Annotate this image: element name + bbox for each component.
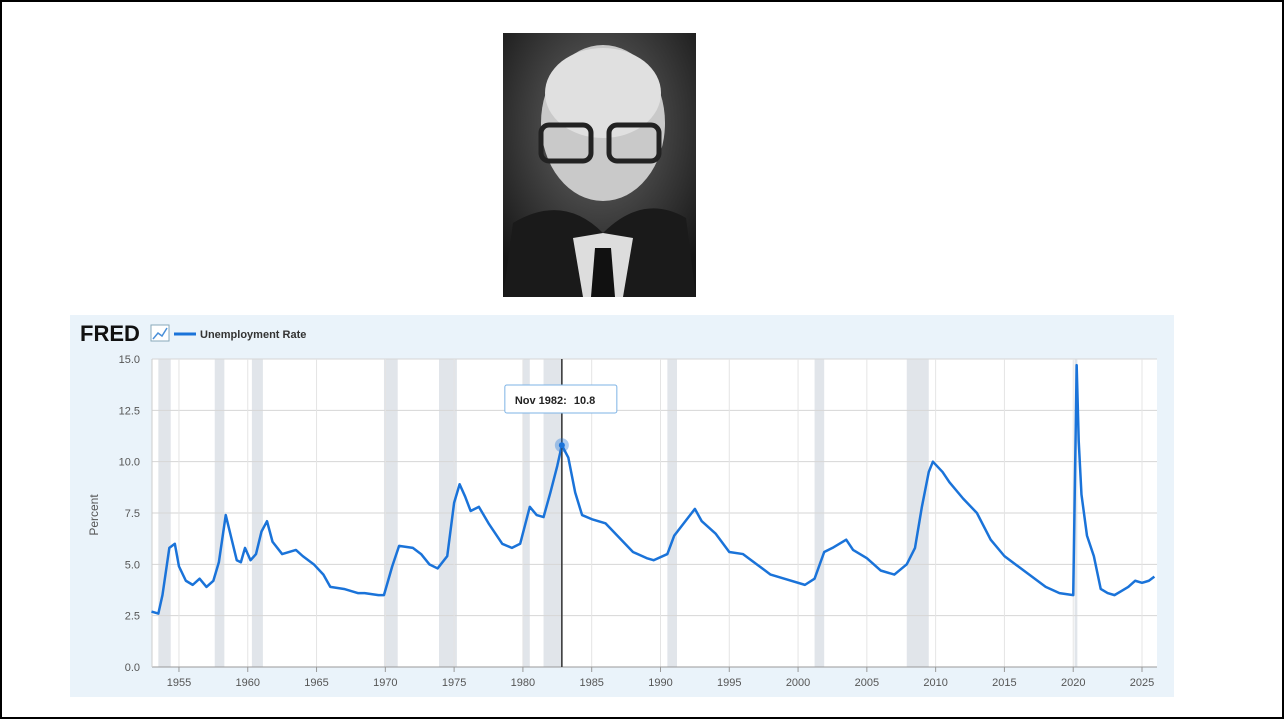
- y-axis-title: Percent: [87, 494, 101, 536]
- x-tick-label: 2025: [1130, 677, 1154, 689]
- x-tick-label: 1960: [236, 677, 260, 689]
- tooltip-box: [504, 384, 618, 414]
- legend-label: Unemployment Rate: [200, 329, 306, 341]
- x-tick-label: 2010: [923, 677, 947, 689]
- x-tick-label: 1955: [167, 677, 191, 689]
- fred-logo: FRED: [80, 321, 140, 346]
- logo-icon-line: [152, 327, 168, 340]
- y-tick-label: 7.5: [125, 508, 140, 520]
- x-tick-label: 1965: [304, 677, 328, 689]
- data-line: [151, 363, 1156, 615]
- y-tick-label: 10.0: [119, 457, 140, 469]
- x-tick-label: 1980: [511, 677, 535, 689]
- y-tick-label: 2.5: [125, 611, 140, 623]
- x-tick-label: 1970: [373, 677, 397, 689]
- tooltip: Nov 1982: 10.8: [504, 384, 618, 414]
- highlight-dot: [558, 442, 565, 449]
- y-tick-label: 5.0: [125, 559, 140, 571]
- x-tick-label: 2005: [855, 677, 879, 689]
- x-tick-label: 1990: [648, 677, 672, 689]
- x-tick-label: 2020: [1061, 677, 1085, 689]
- y-tick-label: 0.0: [125, 662, 140, 674]
- chart: FRED Unemployment Rate Percent 0.0 2.5 5.0…: [70, 315, 1174, 697]
- y-tick-label: 12.5: [119, 405, 140, 417]
- y-tick-label: 15.0: [119, 354, 140, 366]
- tooltip-value: 10.8: [574, 395, 595, 407]
- tooltip-label: Nov 1982:: [515, 395, 567, 407]
- x-tick-label: 2000: [786, 677, 810, 689]
- x-tick-label: 1985: [579, 677, 603, 689]
- x-tick-label: 2015: [992, 677, 1016, 689]
- x-tick-label: 1975: [442, 677, 466, 689]
- portrait-photo: [503, 33, 696, 297]
- x-tick-label: 1995: [717, 677, 741, 689]
